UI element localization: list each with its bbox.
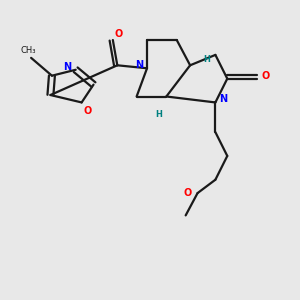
Text: N: N — [63, 62, 71, 72]
Text: N: N — [135, 60, 143, 70]
Text: O: O — [115, 29, 123, 39]
Text: O: O — [83, 106, 92, 116]
Text: CH₃: CH₃ — [20, 46, 36, 55]
Text: H: H — [155, 110, 162, 119]
Text: H: H — [203, 55, 210, 64]
Text: O: O — [261, 71, 269, 81]
Text: O: O — [183, 188, 191, 198]
Text: N: N — [219, 94, 227, 104]
